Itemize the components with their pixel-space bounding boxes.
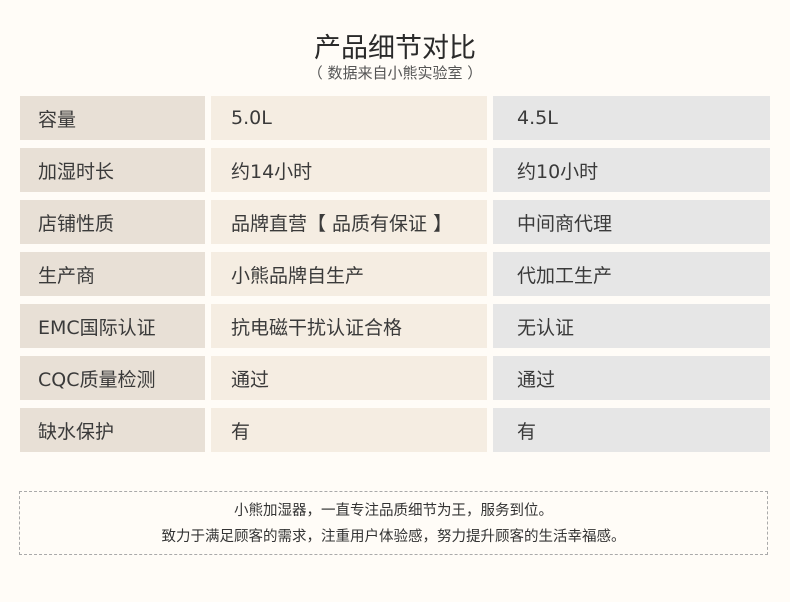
page-title: 产品细节对比 [314, 33, 476, 64]
table-row: 店铺性质 品牌直营【 品质有保证 】中间商代理 [20, 200, 770, 244]
other-value: 代加工生产 [493, 252, 770, 296]
ours-value: 约14小时 [211, 148, 487, 192]
table-row: CQC质量检测 通过 通过 [20, 356, 770, 400]
row-label: 店铺性质 [20, 200, 205, 244]
other-value: 约10小时 [493, 148, 770, 192]
table-row: 容量 5.0L 4.5L [20, 96, 770, 140]
ours-value: 抗电磁干扰认证合格 [211, 304, 487, 348]
other-value: 通过 [493, 356, 770, 400]
table-row: 生产商 小熊品牌自生产 代加工生产 [20, 252, 770, 296]
brand-note-box: 小熊加湿器，一直专注品质细节为王，服务到位。 致力于满足顾客的需求，注重用户体验… [19, 491, 768, 555]
row-label: 缺水保护 [20, 408, 205, 452]
other-value: 4.5L [493, 96, 770, 140]
ours-value: 有 [211, 408, 487, 452]
row-label: 生产商 [20, 252, 205, 296]
table-row: 缺水保护有有 [20, 408, 770, 452]
ours-value: 5.0L [211, 96, 487, 140]
row-label: EMC国际认证 [20, 304, 205, 348]
other-value: 有 [493, 408, 770, 452]
ours-value: 品牌直营【 品质有保证 】 [211, 200, 487, 244]
note-line-1: 小熊加湿器，一直专注品质细节为王，服务到位。 [234, 503, 553, 519]
ours-value: 小熊品牌自生产 [211, 252, 487, 296]
other-value: 无认证 [493, 304, 770, 348]
other-value: 中间商代理 [493, 200, 770, 244]
row-label: 加湿时长 [20, 148, 205, 192]
table-row: 加湿时长 约14小时 约10小时 [20, 148, 770, 192]
page-subtitle: （ 数据来自小熊实验室 ） [307, 64, 483, 82]
ours-value: 通过 [211, 356, 487, 400]
row-label: 容量 [20, 96, 205, 140]
table-row: EMC国际认证 抗电磁干扰认证合格 无认证 [20, 304, 770, 348]
row-label: CQC质量检测 [20, 356, 205, 400]
note-line-2: 致力于满足顾客的需求，注重用户体验感，努力提升顾客的生活幸福感。 [161, 529, 626, 545]
comparison-table: 容量 5.0L 4.5L 加湿时长 约14小时 约10小时 店铺性质 品牌直营【 品质有保… [20, 96, 770, 460]
